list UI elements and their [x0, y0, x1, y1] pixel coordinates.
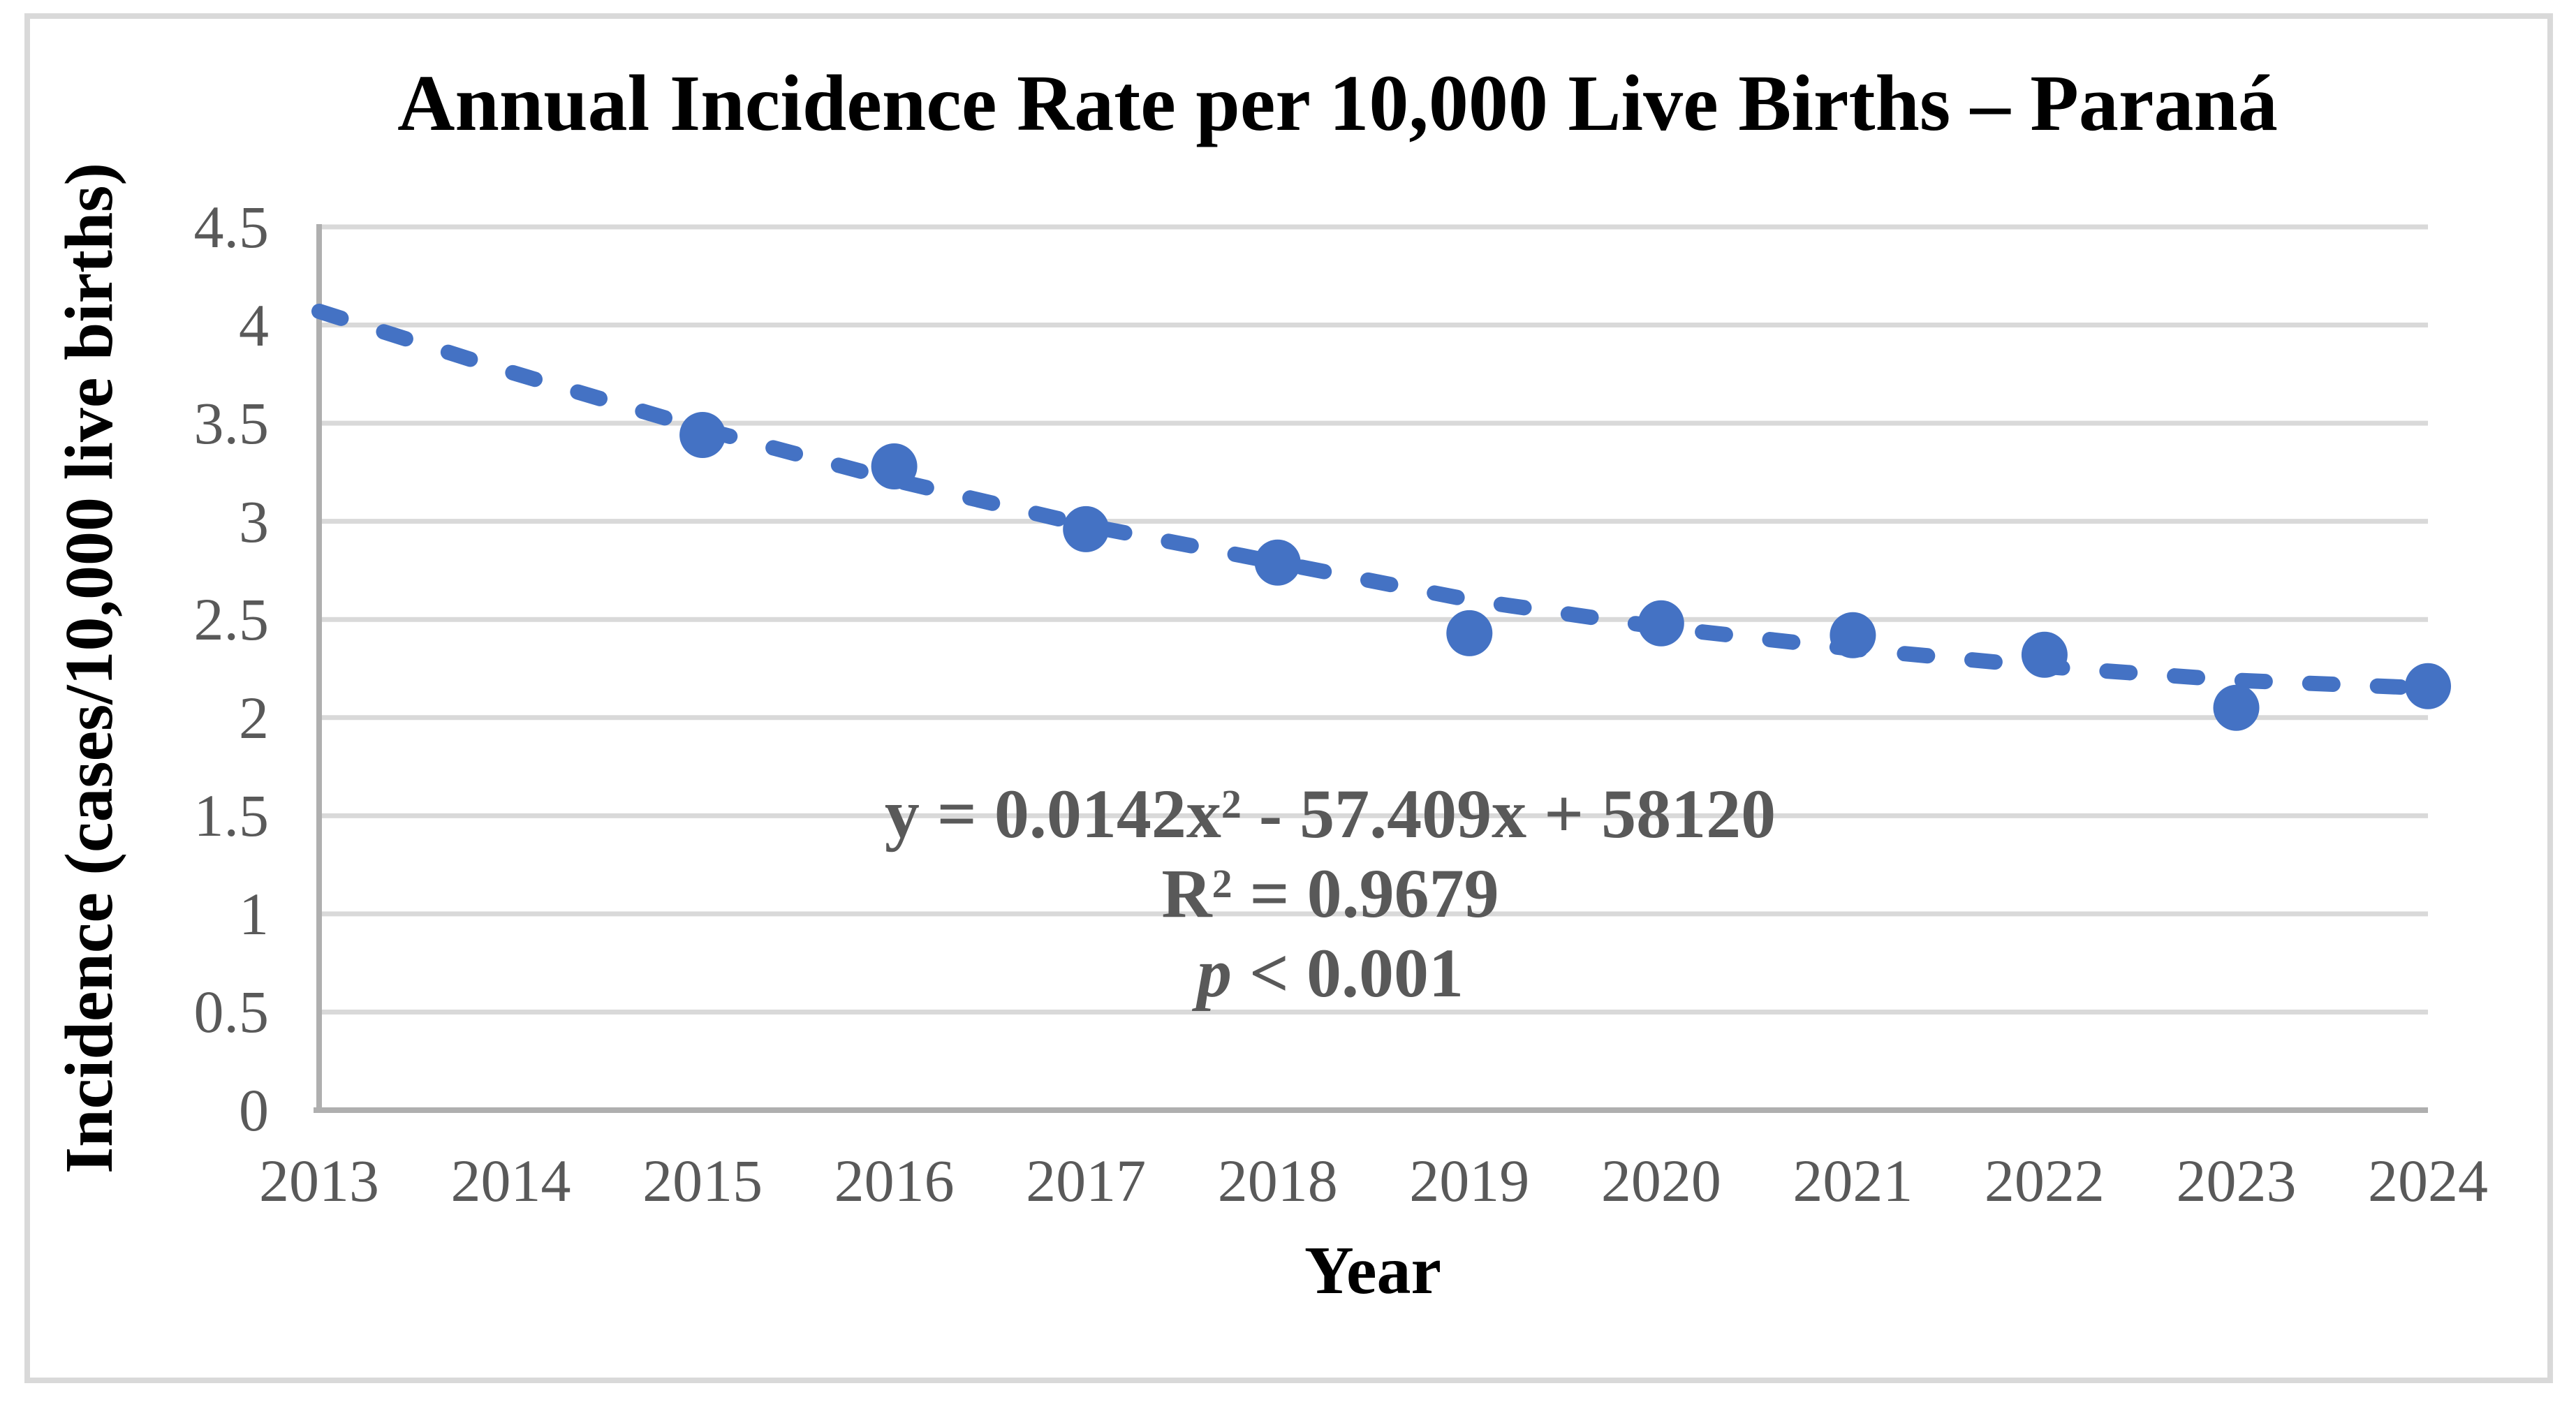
y-tick-label: 4 [239, 291, 269, 359]
data-point-2017 [1063, 506, 1110, 552]
trendline-annotation: y = 0.0142x2 - 57.409x + 58120 R2 = 0.96… [562, 774, 2098, 1013]
trendline-p-value: p < 0.001 [1197, 934, 1464, 1012]
x-tick-label: 2016 [834, 1147, 955, 1214]
y-tick-label: 3 [239, 487, 269, 555]
data-point-2024 [2405, 663, 2451, 709]
data-point-2018 [1254, 539, 1301, 586]
y-tick-label: 4.5 [193, 193, 270, 260]
y-tick-label: 2 [239, 684, 269, 751]
x-tick-label: 2014 [450, 1147, 571, 1214]
y-tick-label: 2.5 [193, 586, 270, 654]
chart-frame-border [24, 13, 2553, 1383]
data-point-2020 [1637, 600, 1684, 647]
x-tick-label: 2021 [1793, 1147, 1913, 1214]
y-tick-label: 3.5 [193, 390, 270, 457]
y-tick-label: 0 [239, 1077, 269, 1144]
trendline-r-squared: R2 = 0.9679 [1161, 855, 1499, 932]
x-tick-label: 2020 [1600, 1147, 1721, 1214]
y-tick-label: 1 [239, 880, 269, 947]
x-tick-label: 2017 [1026, 1147, 1147, 1214]
trendline-equation: y = 0.0142x2 - 57.409x + 58120 [884, 775, 1776, 853]
data-point-2016 [871, 443, 918, 489]
chart-title: Annual Incidence Rate per 10,000 Live Bi… [397, 59, 2278, 147]
x-tick-label: 2013 [259, 1147, 379, 1214]
y-tick-label: 0.5 [193, 978, 270, 1046]
x-tick-label: 2022 [1984, 1147, 2105, 1214]
x-tick-label: 2018 [1217, 1147, 1338, 1214]
y-axis-title: Incidence (cases/10,000 live births) [52, 162, 127, 1174]
x-tick-label: 2023 [2176, 1147, 2297, 1214]
data-point-2019 [1446, 610, 1493, 656]
superscript-2: 2 [1212, 861, 1232, 907]
superscript-2: 2 [1221, 781, 1242, 827]
x-tick-label: 2024 [2368, 1147, 2488, 1214]
data-point-2022 [2021, 631, 2068, 678]
data-point-2015 [679, 412, 726, 458]
data-point-2023 [2213, 684, 2260, 731]
trendline-dashed [311, 303, 2436, 696]
data-point-2021 [1830, 612, 1876, 658]
x-axis-title: Year [1304, 1233, 1441, 1308]
x-tick-label: 2019 [1409, 1147, 1530, 1214]
y-tick-label: 1.5 [193, 782, 270, 850]
x-tick-label: 2015 [642, 1147, 763, 1214]
